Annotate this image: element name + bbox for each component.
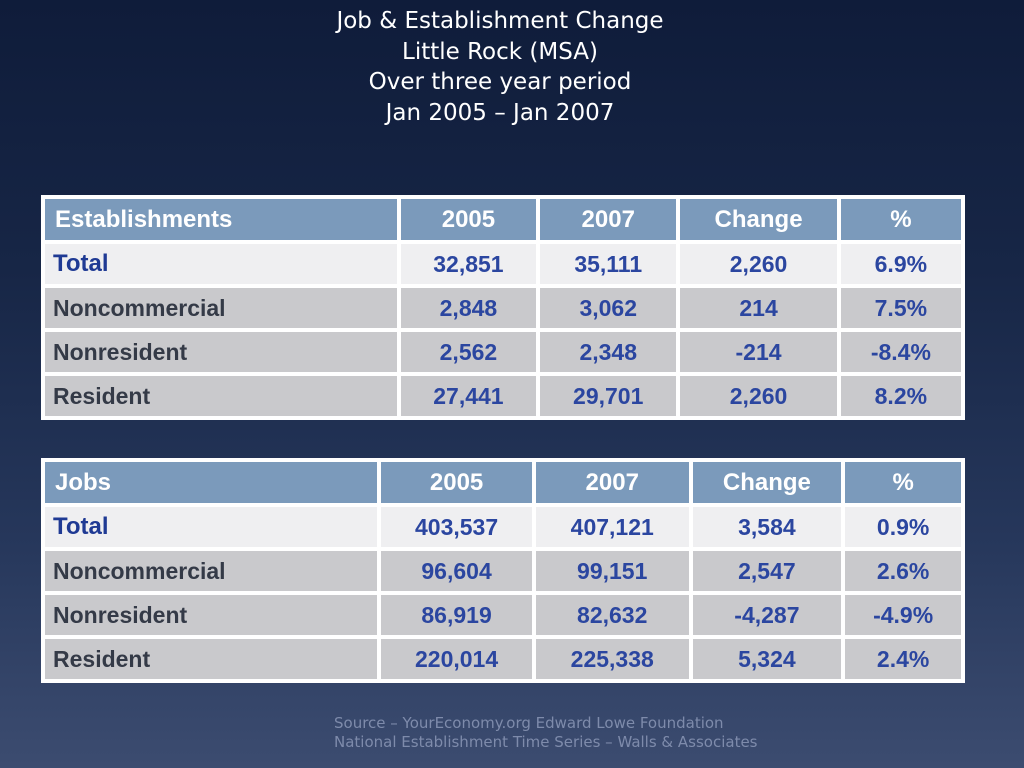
cell-2005: 32,851 (400, 244, 537, 284)
cell-percent: -8.4% (840, 332, 961, 372)
cell-2005: 2,562 (400, 332, 537, 372)
cell-percent: 7.5% (840, 288, 961, 328)
source-line-2: National Establishment Time Series – Wal… (334, 733, 758, 751)
header-2007: 2007 (540, 199, 677, 240)
source-line-1: Source – YourEconomy.org Edward Lowe Fou… (334, 714, 724, 732)
cell-2007: 99,151 (535, 551, 689, 591)
cell-change: 5,324 (692, 639, 842, 679)
cell-2007: 3,062 (540, 288, 677, 328)
cell-2005: 27,441 (400, 376, 537, 416)
table-row-nonresident: Nonresident 2,562 2,348 -214 -8.4% (45, 332, 961, 372)
row-label: Noncommercial (45, 288, 397, 328)
table-header-row: Establishments 2005 2007 Change % (45, 199, 961, 240)
slide-title: Job & Establishment Change Little Rock (… (0, 6, 1000, 128)
title-line-2: Little Rock (MSA) (402, 38, 598, 65)
row-label: Total (45, 244, 397, 284)
cell-percent: 2.4% (845, 639, 961, 679)
cell-2005: 403,537 (381, 507, 532, 547)
table-row-total: Total 32,851 35,111 2,260 6.9% (45, 244, 961, 284)
cell-percent: 8.2% (840, 376, 961, 416)
cell-change: 2,260 (680, 376, 837, 416)
header-change: Change (692, 462, 842, 503)
header-2007: 2007 (535, 462, 689, 503)
cell-2007: 82,632 (535, 595, 689, 635)
header-change: Change (680, 199, 837, 240)
cell-percent: 6.9% (840, 244, 961, 284)
header-jobs: Jobs (45, 462, 378, 503)
header-percent: % (840, 199, 961, 240)
cell-2005: 86,919 (381, 595, 532, 635)
cell-2007: 407,121 (535, 507, 689, 547)
row-label: Resident (45, 639, 378, 679)
table-row-resident: Resident 27,441 29,701 2,260 8.2% (45, 376, 961, 416)
row-label: Nonresident (45, 595, 378, 635)
table-row-total: Total 403,537 407,121 3,584 0.9% (45, 507, 961, 547)
row-label: Noncommercial (45, 551, 378, 591)
establishments-table: Establishments 2005 2007 Change % Total … (41, 195, 965, 420)
cell-change: 2,260 (680, 244, 837, 284)
row-label: Resident (45, 376, 397, 416)
header-2005: 2005 (400, 199, 537, 240)
cell-percent: -4.9% (845, 595, 961, 635)
table-row-noncommercial: Noncommercial 2,848 3,062 214 7.5% (45, 288, 961, 328)
cell-change: -214 (680, 332, 837, 372)
cell-2007: 35,111 (540, 244, 677, 284)
table-header-row: Jobs 2005 2007 Change % (45, 462, 961, 503)
table-row-resident: Resident 220,014 225,338 5,324 2.4% (45, 639, 961, 679)
cell-change: -4,287 (692, 595, 842, 635)
header-2005: 2005 (381, 462, 532, 503)
jobs-table: Jobs 2005 2007 Change % Total 403,537 40… (41, 458, 965, 683)
row-label: Nonresident (45, 332, 397, 372)
cell-change: 3,584 (692, 507, 842, 547)
row-label: Total (45, 507, 378, 547)
table-row-nonresident: Nonresident 86,919 82,632 -4,287 -4.9% (45, 595, 961, 635)
cell-2007: 225,338 (535, 639, 689, 679)
title-line-1: Job & Establishment Change (336, 8, 664, 34)
cell-percent: 0.9% (845, 507, 961, 547)
cell-change: 214 (680, 288, 837, 328)
cell-2005: 2,848 (400, 288, 537, 328)
source-citation: Source – YourEconomy.org Edward Lowe Fou… (334, 714, 758, 752)
title-line-3: Over three year period (368, 69, 632, 95)
cell-2005: 96,604 (381, 551, 532, 591)
title-line-4: Jan 2005 – Jan 2007 (385, 99, 615, 126)
cell-percent: 2.6% (845, 551, 961, 591)
header-percent: % (845, 462, 961, 503)
table-row-noncommercial: Noncommercial 96,604 99,151 2,547 2.6% (45, 551, 961, 591)
cell-2007: 29,701 (540, 376, 677, 416)
cell-2005: 220,014 (381, 639, 532, 679)
header-establishments: Establishments (45, 199, 397, 240)
cell-2007: 2,348 (540, 332, 677, 372)
cell-change: 2,547 (692, 551, 842, 591)
